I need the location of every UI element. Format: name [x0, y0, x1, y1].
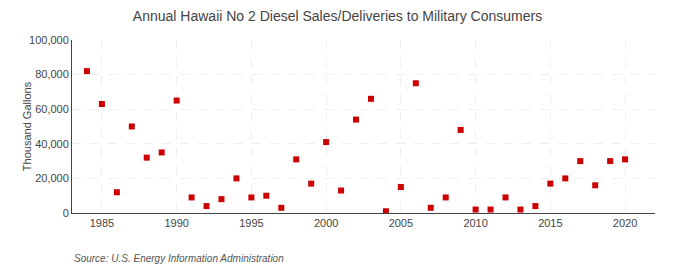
svg-text:60,000: 60,000 — [35, 103, 69, 115]
svg-text:20,000: 20,000 — [35, 172, 69, 184]
svg-text:0: 0 — [63, 207, 69, 219]
svg-text:Source: U.S. Energy Informatio: Source: U.S. Energy Information Administ… — [74, 253, 284, 264]
svg-text:1985: 1985 — [90, 217, 114, 229]
svg-text:1995: 1995 — [239, 217, 263, 229]
svg-text:100,000: 100,000 — [29, 34, 69, 46]
svg-text:Annual Hawaii No 2 Diesel Sale: Annual Hawaii No 2 Diesel Sales/Deliveri… — [133, 8, 542, 24]
svg-text:2010: 2010 — [463, 217, 487, 229]
svg-text:2020: 2020 — [613, 217, 637, 229]
svg-text:1990: 1990 — [164, 217, 188, 229]
svg-text:Thousand Gallons: Thousand Gallons — [21, 81, 33, 171]
svg-text:40,000: 40,000 — [35, 138, 69, 150]
svg-text:2005: 2005 — [389, 217, 413, 229]
svg-text:2015: 2015 — [538, 217, 562, 229]
svg-text:80,000: 80,000 — [35, 68, 69, 80]
svg-text:2000: 2000 — [314, 217, 338, 229]
